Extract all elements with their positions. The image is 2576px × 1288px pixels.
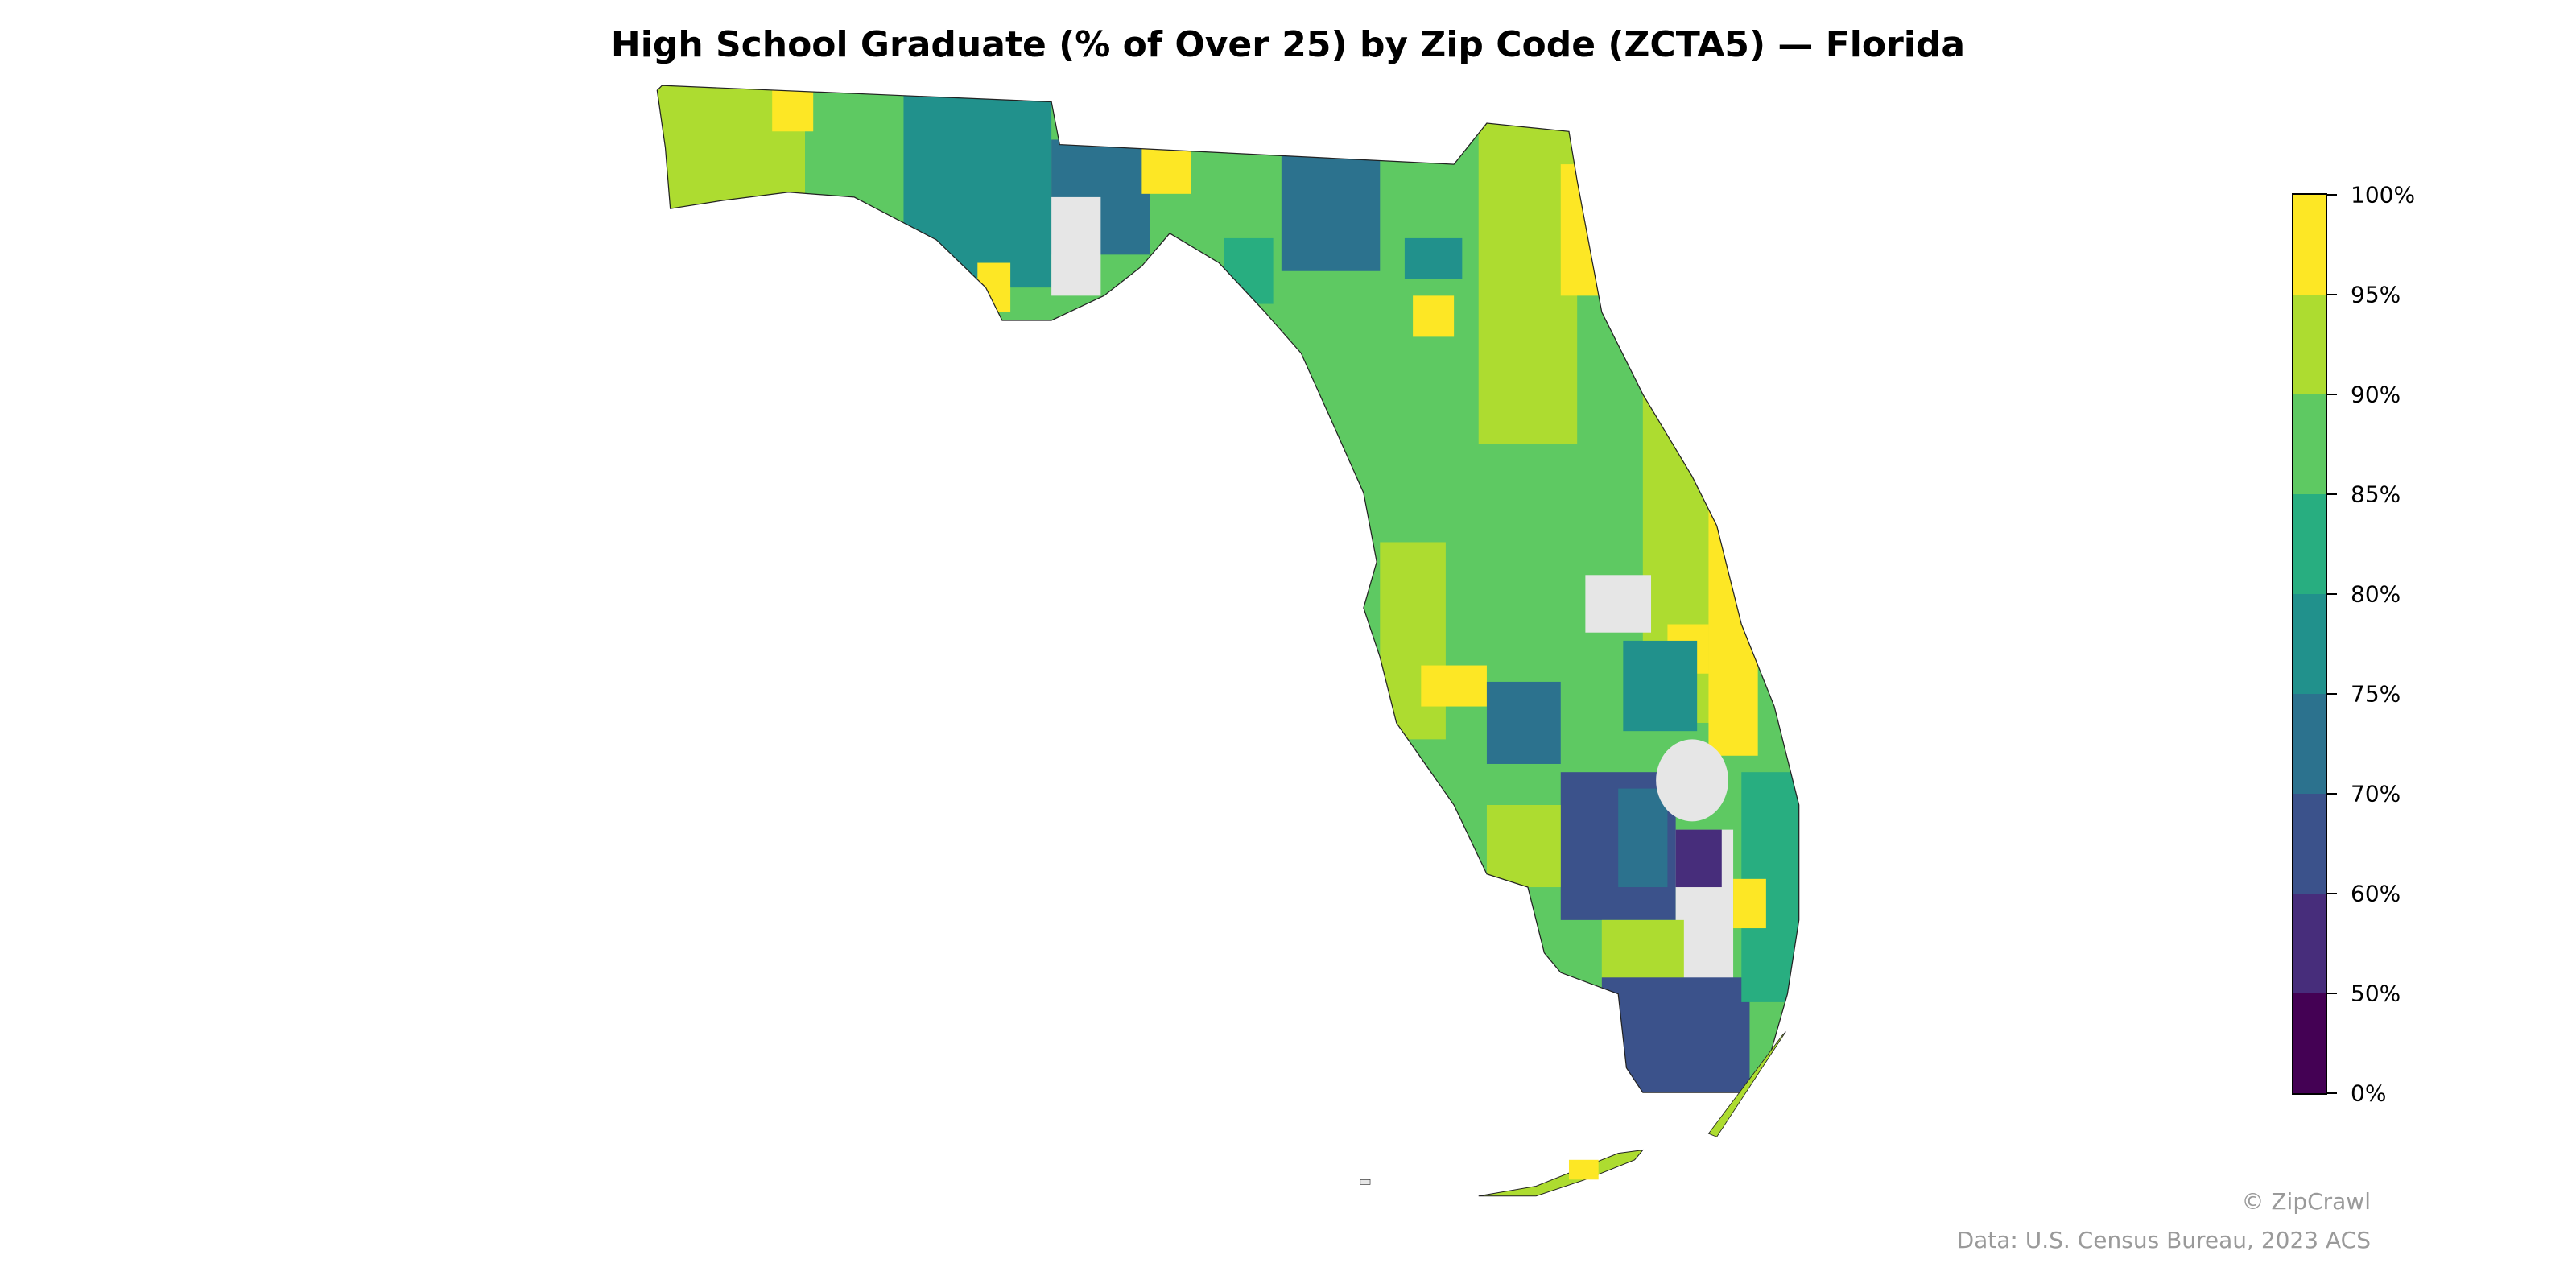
florida-keys xyxy=(1360,1031,1786,1197)
colorbar-tick-label: 80% xyxy=(2351,580,2401,608)
colorbar-bin xyxy=(2293,294,2326,394)
source-text: Data: U.S. Census Bureau, 2023 ACS xyxy=(1956,1227,2371,1253)
colorbar-tick xyxy=(2327,394,2337,395)
colorbar-tick xyxy=(2327,194,2337,196)
colorbar-tick xyxy=(2327,1092,2337,1094)
region-everglades xyxy=(1601,977,1750,1093)
region xyxy=(1733,878,1766,929)
region xyxy=(1486,681,1561,764)
region xyxy=(1281,155,1381,271)
chart-title: High School Graduate (% of Over 25) by Z… xyxy=(610,24,1966,65)
colorbar-tick-label: 60% xyxy=(2351,880,2401,907)
region xyxy=(1623,640,1698,732)
colorbar-bin xyxy=(2293,493,2326,594)
colorbar-tick-label: 100% xyxy=(2351,181,2416,208)
colorbar-bin xyxy=(2293,394,2326,494)
region xyxy=(1413,295,1455,337)
colorbar-bin xyxy=(2293,793,2326,894)
colorbar-bin xyxy=(2293,194,2326,295)
colorbar xyxy=(2292,193,2327,1095)
colorbar-tick xyxy=(2327,793,2337,795)
lake-okeechobee xyxy=(1656,739,1728,822)
region-west-coast xyxy=(1380,542,1446,740)
region xyxy=(1421,665,1487,707)
colorbar-tick xyxy=(2327,993,2337,994)
region xyxy=(903,90,1052,288)
region xyxy=(1486,805,1561,888)
region xyxy=(1560,164,1602,296)
colorbar-tick xyxy=(2327,693,2337,695)
copyright-text: © ZipCrawl xyxy=(2241,1188,2371,1215)
colorbar-bin xyxy=(2293,593,2326,694)
colorbar-tick-label: 50% xyxy=(2351,980,2401,1007)
region xyxy=(772,85,814,132)
colorbar-tick-label: 70% xyxy=(2351,780,2401,807)
region xyxy=(1404,237,1463,279)
region-no-data xyxy=(1585,575,1652,633)
colorbar-tick xyxy=(2327,593,2337,595)
colorbar-bin xyxy=(2293,993,2326,1093)
zip-regions xyxy=(657,85,1799,1093)
colorbar-tick-label: 85% xyxy=(2351,481,2401,508)
colorbar-tick-label: 90% xyxy=(2351,381,2401,408)
colorbar-tick xyxy=(2327,893,2337,894)
region-no-data xyxy=(1051,196,1101,296)
colorbar-tick-label: 75% xyxy=(2351,680,2401,708)
region xyxy=(1675,829,1722,888)
colorbar-tick-label: 0% xyxy=(2351,1080,2387,1107)
region xyxy=(1141,144,1191,194)
colorbar-tick-label: 95% xyxy=(2351,281,2401,308)
region xyxy=(1618,788,1668,888)
colorbar-tick xyxy=(2327,294,2337,295)
colorbar-bin xyxy=(2293,893,2326,993)
colorbar-bin xyxy=(2293,693,2326,794)
colorbar-tick xyxy=(2327,493,2337,495)
